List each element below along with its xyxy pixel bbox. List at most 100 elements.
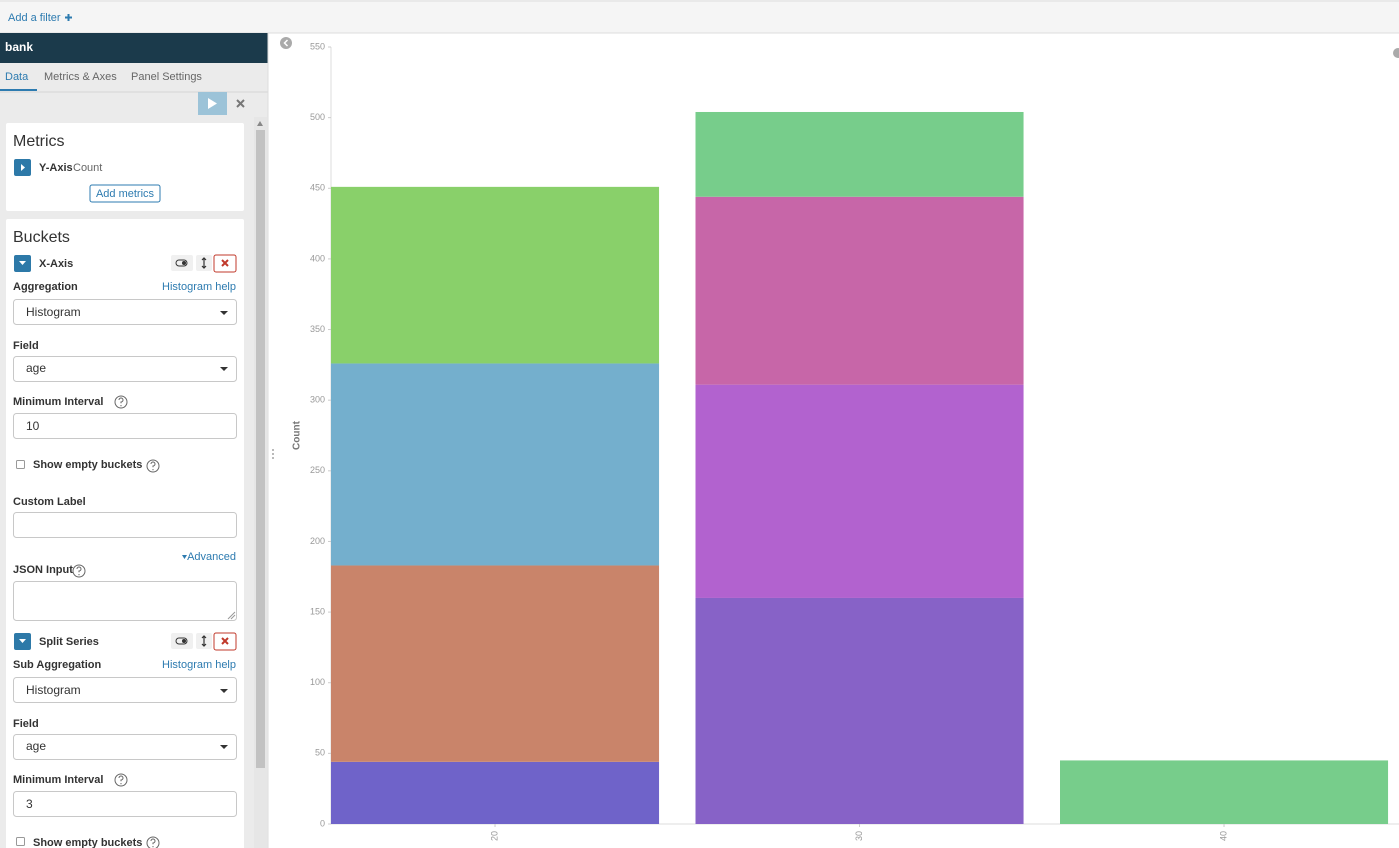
select-value[interactable]: age — [26, 739, 46, 753]
checkbox-label[interactable]: Show empty buckets — [33, 459, 142, 471]
field-label: Sub Aggregation — [13, 659, 101, 671]
bar-segment — [331, 363, 660, 566]
tab[interactable]: Metrics & Axes — [44, 71, 117, 83]
index-header — [0, 33, 268, 63]
y-axis-title: Count — [292, 420, 303, 450]
checkbox[interactable] — [16, 837, 25, 846]
input-value[interactable]: 3 — [26, 797, 33, 811]
help-icon[interactable] — [114, 395, 128, 409]
y-tick-label: 550 — [310, 41, 325, 51]
dot — [272, 453, 274, 455]
help-link[interactable]: Histogram help — [162, 281, 236, 293]
help-icon[interactable] — [114, 773, 128, 787]
y-tick-label: 250 — [310, 465, 325, 475]
checkbox-label[interactable]: Show empty buckets — [33, 837, 142, 848]
agg-value: Count — [73, 162, 102, 174]
add-metrics-button[interactable] — [89, 184, 161, 203]
toggle-icon — [182, 261, 186, 265]
scrollbar-thumb[interactable] — [256, 130, 265, 768]
checkbox[interactable] — [16, 460, 25, 469]
caret-icon — [19, 261, 26, 265]
help-icon[interactable] — [146, 459, 160, 473]
y-tick-label: 100 — [310, 677, 325, 687]
add-filter-link[interactable]: Add a filter — [8, 12, 61, 24]
toggle-icon — [175, 259, 188, 267]
agg-label: Y-Axis — [39, 162, 73, 174]
dropdown-caret — [220, 689, 228, 693]
bar-segment — [695, 384, 1024, 598]
dot — [272, 457, 274, 459]
field-label: Minimum Interval — [13, 774, 103, 786]
caret-icon — [19, 639, 26, 643]
plus-icon[interactable] — [65, 14, 72, 21]
splitter-handle[interactable] — [272, 449, 274, 459]
input[interactable] — [13, 413, 237, 439]
field-label: Aggregation — [13, 281, 78, 293]
discard-button[interactable] — [236, 99, 245, 108]
tab[interactable]: Panel Settings — [131, 71, 202, 83]
field-label: Minimum Interval — [13, 396, 103, 408]
y-tick-label: 200 — [310, 536, 325, 546]
help-icon[interactable] — [146, 836, 160, 848]
remove-icon — [221, 259, 229, 267]
field-label: Custom Label — [13, 496, 86, 508]
input-value[interactable]: 10 — [26, 419, 40, 433]
select[interactable] — [13, 734, 237, 760]
bucket-label: Split Series — [39, 636, 99, 648]
play-icon — [208, 98, 217, 109]
tab[interactable]: Data — [5, 71, 29, 83]
bar-segment — [331, 565, 660, 762]
y-tick-label: 400 — [310, 253, 325, 263]
help-icon[interactable] — [72, 564, 86, 578]
bucket-label: X-Axis — [39, 258, 73, 270]
legend-toggle-icon[interactable] — [1393, 48, 1399, 58]
help-circle — [146, 836, 160, 848]
x-tick-label: 30 — [854, 831, 864, 841]
bar-segment — [695, 597, 1024, 824]
caret-icon — [21, 164, 25, 171]
input[interactable] — [13, 791, 237, 817]
section-title: Buckets — [13, 229, 70, 246]
toggle-icon — [175, 637, 188, 645]
bar-segment — [695, 196, 1024, 385]
add-metrics-label[interactable]: Add metrics — [96, 188, 155, 200]
select[interactable] — [13, 299, 237, 325]
y-tick-label: 450 — [310, 183, 325, 193]
help-circle — [146, 459, 160, 473]
help-circle — [72, 564, 86, 578]
select-value[interactable]: age — [26, 361, 46, 375]
help-circle — [114, 773, 128, 787]
y-tick-label: 350 — [310, 324, 325, 334]
y-tick-label: 0 — [320, 818, 325, 828]
help-glyph — [118, 397, 124, 407]
collapse-sidebar-icon[interactable] — [280, 37, 292, 49]
toggle-icon — [182, 639, 186, 643]
advanced-caret — [182, 555, 187, 559]
bar-segment — [695, 111, 1024, 197]
scroll-arrow[interactable] — [257, 121, 263, 126]
y-tick-label: 300 — [310, 395, 325, 405]
move-icon — [201, 257, 207, 269]
help-link[interactable]: Histogram help — [162, 659, 236, 671]
input[interactable] — [13, 512, 237, 538]
select[interactable] — [13, 677, 237, 703]
select[interactable] — [13, 356, 237, 382]
field-label: JSON Input — [13, 564, 73, 576]
bar-segment — [331, 186, 660, 364]
metrics-panel — [6, 123, 244, 211]
advanced-toggle[interactable]: Advanced — [187, 551, 236, 563]
resize-handle — [227, 611, 236, 620]
chart: Count 0 50 100 150 200 250 300 350 400 450 500 550 20… — [292, 41, 1399, 841]
dropdown-caret — [220, 367, 228, 371]
select-value[interactable]: Histogram — [26, 305, 81, 319]
bar-segment — [331, 761, 660, 824]
textarea[interactable] — [13, 581, 237, 621]
field-label: Field — [13, 718, 39, 730]
select-value[interactable]: Histogram — [26, 683, 81, 697]
y-tick-label: 50 — [315, 748, 325, 758]
move-icon — [201, 635, 207, 647]
dropdown-caret — [220, 311, 228, 315]
dropdown-caret — [220, 745, 228, 749]
help-circle — [114, 395, 128, 409]
